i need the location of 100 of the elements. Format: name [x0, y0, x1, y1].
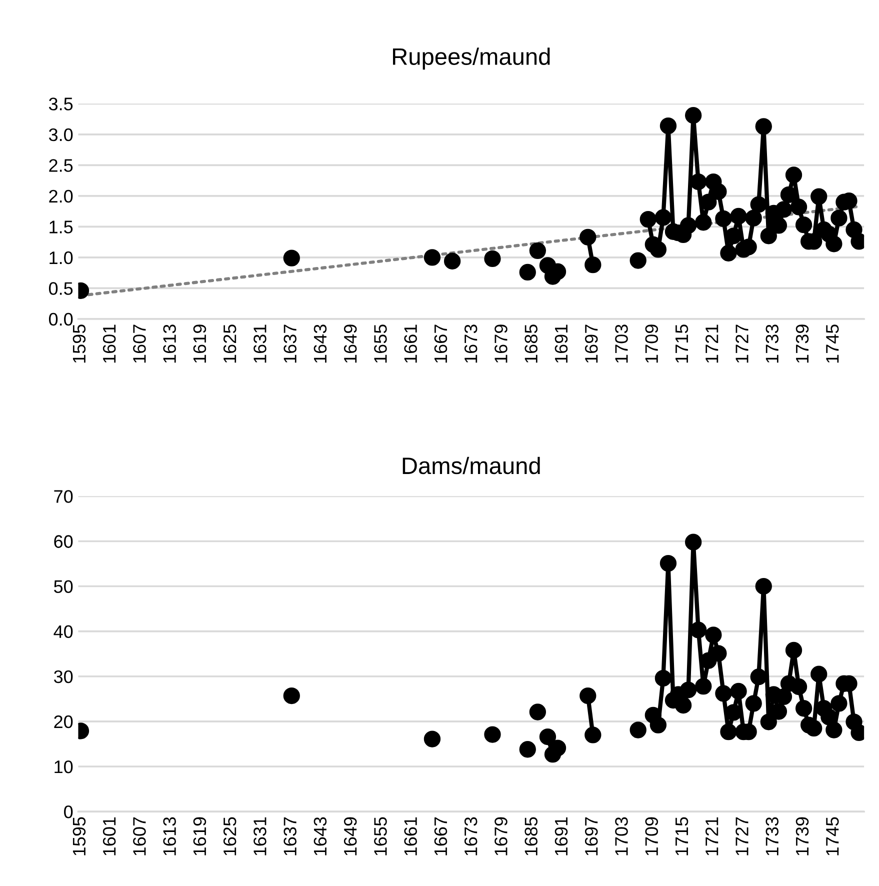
x-tick-label: 1667 — [434, 324, 448, 363]
chart-title: Dams/maund — [402, 456, 540, 474]
x-tick-label: 1691 — [554, 817, 568, 856]
point — [690, 622, 707, 638]
x-tick-label: 1691 — [554, 324, 568, 363]
point — [539, 728, 556, 746]
point — [424, 730, 441, 748]
x-tick-label: 1661 — [404, 817, 417, 856]
x-tick-label: 1727 — [736, 324, 748, 363]
x-tick-label: 1661 — [404, 324, 417, 363]
point — [685, 534, 702, 550]
x-tick-label: 1601 — [102, 817, 116, 856]
point — [654, 209, 672, 226]
point — [790, 198, 808, 216]
point — [685, 107, 702, 124]
point — [650, 716, 667, 734]
y-tick-label: 0.5 — [48, 282, 73, 295]
x-tick-label: 1745 — [826, 324, 839, 363]
point — [785, 166, 802, 184]
x-tick-label: 1679 — [494, 324, 508, 363]
point — [715, 685, 732, 702]
x-tick-label: 1667 — [434, 817, 448, 856]
x-tick-label: 1619 — [193, 324, 206, 363]
point — [826, 236, 842, 252]
x-tick-label: 1637 — [284, 324, 296, 363]
x-tick-label: 1703 — [615, 817, 628, 856]
point — [519, 741, 536, 758]
point — [750, 668, 767, 686]
x-tick-label: 1631 — [254, 324, 266, 363]
point — [695, 214, 712, 231]
point — [770, 703, 788, 720]
x-tick-label: 1649 — [344, 817, 357, 856]
x-tick-label: 1721 — [705, 817, 718, 856]
y-tick-label: 3.5 — [48, 98, 73, 110]
x-tick-label: 1613 — [163, 817, 176, 856]
point — [760, 228, 777, 244]
x-tick-label: 1625 — [223, 324, 236, 363]
x-tick-label: 1715 — [676, 324, 688, 363]
x-tick-label: 1697 — [584, 817, 598, 856]
x-tick-label: 1643 — [314, 324, 327, 363]
x-tick-label: 1631 — [254, 817, 266, 856]
x-tick-label: 1733 — [766, 324, 779, 363]
point — [705, 626, 722, 644]
point — [720, 723, 737, 740]
y-tick-label: 70 — [54, 490, 73, 503]
point — [830, 695, 848, 712]
x-tick-label: 1709 — [645, 324, 658, 363]
x-tick-label: 1613 — [163, 324, 176, 363]
x-tick-label: 1721 — [705, 324, 718, 363]
x-tick-label: 1703 — [615, 324, 628, 363]
x-tick-label: 1727 — [736, 817, 748, 856]
x-tick-label: 1739 — [796, 817, 809, 856]
point — [810, 188, 828, 205]
x-tick-label: 1733 — [766, 817, 779, 856]
point — [660, 117, 677, 134]
point — [730, 208, 747, 225]
x-tick-label: 1595 — [72, 817, 86, 856]
y-tick-label: 60 — [54, 535, 73, 548]
point — [710, 183, 727, 200]
y-tick-label: 50 — [54, 580, 73, 593]
x-tick-label: 1643 — [314, 817, 327, 856]
point — [695, 678, 712, 695]
y-tick-label: 0.0 — [48, 312, 73, 326]
x-tick-label: 1685 — [524, 324, 538, 363]
point — [674, 696, 692, 714]
x-tick-label: 1607 — [133, 817, 146, 856]
y-tick-label: 30 — [54, 670, 73, 684]
point — [640, 210, 656, 228]
point — [529, 704, 546, 720]
point — [795, 216, 812, 234]
y-tick-label: 10 — [54, 760, 73, 774]
y-tick-label: 20 — [54, 715, 73, 728]
x-tick-label: 1697 — [584, 324, 598, 363]
x-tick-label: 1625 — [223, 817, 236, 856]
point — [654, 670, 672, 687]
point — [745, 210, 762, 226]
point — [519, 264, 536, 281]
point — [444, 252, 461, 270]
point — [680, 217, 697, 234]
point — [725, 228, 742, 244]
point — [820, 708, 838, 726]
point — [790, 678, 808, 696]
point — [283, 687, 300, 704]
point — [810, 666, 828, 682]
point — [680, 682, 697, 698]
point — [806, 720, 822, 737]
x-tick-label: 1715 — [676, 817, 688, 856]
x-tick-label: 1739 — [796, 324, 809, 363]
x-tick-label: 1709 — [645, 817, 658, 856]
point — [580, 687, 596, 704]
x-tick-label: 1607 — [133, 324, 146, 363]
x-tick-label: 1619 — [193, 817, 206, 856]
point — [484, 250, 501, 268]
point — [660, 554, 677, 572]
x-tick-label: 1685 — [524, 817, 538, 856]
point — [630, 252, 646, 269]
point — [700, 194, 717, 210]
point — [785, 642, 802, 659]
point — [770, 217, 788, 234]
point — [830, 210, 848, 226]
